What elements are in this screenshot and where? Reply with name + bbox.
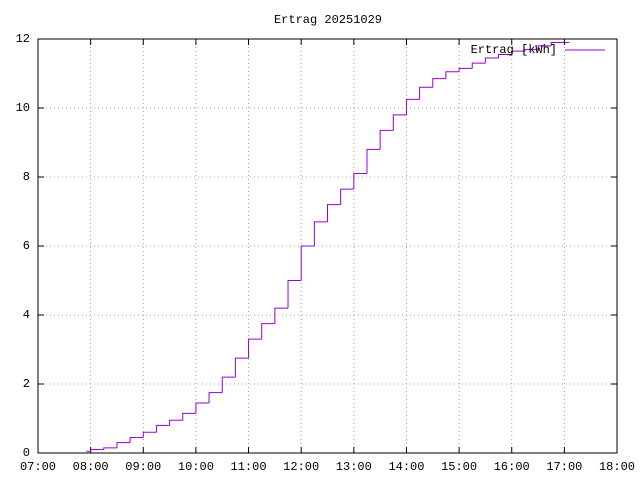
legend-label: Ertrag [kWh] (471, 43, 557, 57)
step-segment (261, 323, 275, 340)
x-tick-label: 10:00 (178, 460, 214, 474)
step-segment (471, 62, 486, 69)
step-segment (234, 357, 249, 378)
step-segment (142, 431, 157, 438)
step-segment (103, 447, 117, 450)
step-segment (405, 98, 420, 115)
y-tick-label: 2 (23, 377, 30, 391)
x-tick-label: 12:00 (283, 460, 319, 474)
step-segment (287, 280, 302, 309)
y-tick-label: 6 (23, 239, 30, 253)
step-segment (340, 188, 354, 205)
x-tick-label: 09:00 (125, 460, 161, 474)
step-segment (182, 412, 196, 421)
step-segment (550, 41, 565, 46)
step-segment (274, 307, 289, 324)
x-tick-label: 08:00 (73, 460, 109, 474)
plot-frame (37, 38, 618, 454)
x-tick-label: 17:00 (546, 460, 582, 474)
step-segment (195, 402, 210, 414)
step-segment (379, 129, 394, 150)
x-tick-label: 16:00 (494, 460, 530, 474)
step-segment (169, 419, 183, 426)
y-tick-label: 0 (23, 446, 30, 460)
step-segment (300, 245, 315, 281)
step-segment (498, 54, 512, 58)
step-segment (419, 86, 433, 100)
step-segment (313, 221, 328, 246)
x-tick-label: 14:00 (388, 460, 424, 474)
step-segment (366, 148, 381, 174)
step-segment (116, 442, 131, 448)
x-tick-label: 07:00 (20, 460, 56, 474)
y-tick-label: 4 (23, 308, 30, 322)
step-segment (248, 338, 262, 359)
step-segment (392, 114, 407, 131)
step-segment (458, 67, 473, 72)
step-segment (327, 204, 341, 222)
y-tick-label: 8 (23, 170, 30, 184)
step-segment (208, 392, 223, 403)
step-segment (221, 376, 236, 393)
step-segment (432, 78, 446, 88)
step-segment (155, 424, 170, 433)
step-segment (445, 71, 460, 79)
step-segment (537, 45, 552, 50)
step-segment (129, 436, 144, 443)
x-tick-label: 11:00 (231, 460, 267, 474)
chart-title: Ertrag 20251029 (274, 13, 382, 27)
x-tick-label: 15:00 (441, 460, 477, 474)
step-segment (524, 48, 539, 52)
y-tick-label: 12 (16, 32, 30, 46)
step-segment (484, 57, 499, 64)
step-segment (511, 50, 525, 55)
y-tick-label: 10 (16, 101, 30, 115)
x-tick-label: 13:00 (336, 460, 372, 474)
step-segment (353, 173, 367, 190)
step-segment (90, 449, 104, 452)
x-tick-label: 18:00 (599, 460, 635, 474)
